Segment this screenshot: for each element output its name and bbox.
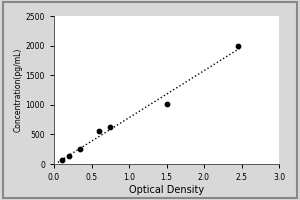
Y-axis label: Concentration(pg/mL): Concentration(pg/mL)	[14, 48, 23, 132]
Point	[97, 129, 101, 132]
Point	[236, 44, 240, 47]
Point	[164, 102, 169, 105]
Point	[67, 155, 71, 158]
Point	[78, 148, 83, 151]
Point	[59, 159, 64, 162]
Point	[108, 126, 113, 129]
X-axis label: Optical Density: Optical Density	[129, 185, 204, 195]
